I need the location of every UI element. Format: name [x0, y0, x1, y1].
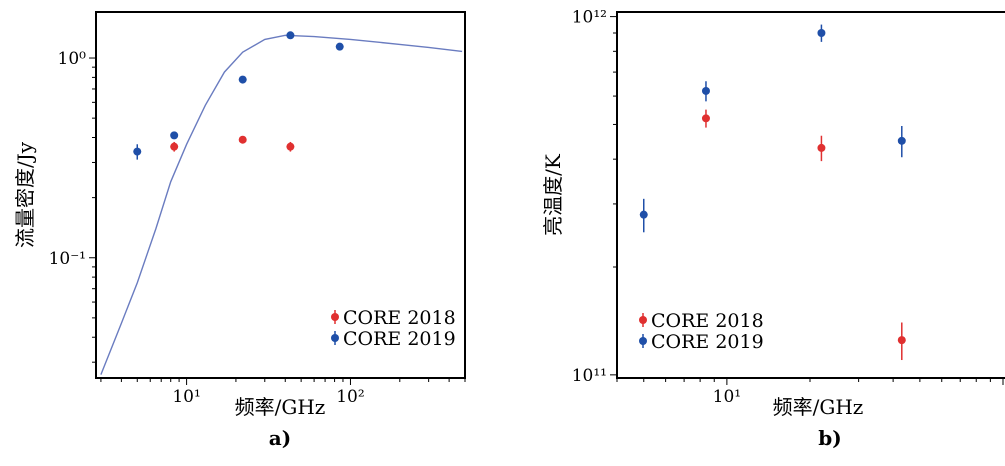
chart-b-data-point [639, 210, 648, 219]
y-tick-label: 10⁻¹ [49, 249, 86, 269]
chart-a-data-point [335, 42, 344, 51]
chart-a-panel-label: a) [269, 426, 291, 450]
y-tick-label: 10⁰ [58, 49, 87, 69]
x-tick-label: 10² [336, 387, 364, 407]
legend-label: CORE 2019 [343, 328, 456, 350]
chart-a: 10¹ 10² 10⁰ 10⁻¹ 频率/GHz 流量密度/Jy a) CORE 201… [13, 11, 466, 450]
chart-a-data-point [286, 142, 295, 151]
chart-b-marks [639, 24, 906, 361]
chart-a-data-point [238, 135, 247, 144]
chart-b-panel-label: b) [818, 426, 841, 450]
chart-a-data-point [133, 147, 142, 156]
chart-a-data-point [170, 142, 179, 151]
chart-a-data-point [286, 31, 295, 40]
chart-a-data-point [170, 131, 179, 140]
chart-b-ticks: 10¹ 10¹² 10¹¹ [572, 8, 1004, 407]
chart-b: 10¹ 10¹² 10¹¹ 频率/GHz 亮温度/K b) CORE 2018COR… [541, 8, 1005, 450]
chart-a-y-axis-label: 流量密度/Jy [13, 141, 37, 248]
legend-marker [331, 313, 339, 321]
chart-a-series-1 [170, 135, 295, 152]
chart-b-plot-frame [616, 11, 1005, 379]
x-tick-label: 10¹ [713, 387, 741, 407]
chart-b-data-point [817, 28, 826, 37]
chart-b-data-point [817, 143, 826, 152]
chart-b-series-2 [639, 24, 906, 233]
legend-label: CORE 2018 [343, 307, 456, 329]
legend-marker [331, 334, 339, 342]
chart-a-x-axis-label: 频率/GHz [235, 395, 326, 419]
chart-b-y-axis-label: 亮温度/K [541, 153, 565, 236]
chart-a-data-point [238, 75, 247, 84]
chart-a-ticks: 10¹ 10² 10⁰ 10⁻¹ [49, 49, 466, 407]
chart-b-data-point [701, 86, 710, 95]
chart-a-series-2 [133, 31, 344, 160]
chart-b-data-point [897, 136, 906, 145]
chart-a-marks [100, 31, 463, 375]
chart-b-data-point [897, 336, 906, 345]
chart-b-x-axis-label: 频率/GHz [773, 395, 864, 419]
chart-a-plot-frame [95, 11, 466, 379]
legend-label: CORE 2019 [651, 331, 764, 353]
y-tick-label: 10¹¹ [572, 366, 607, 386]
legend-marker [639, 337, 647, 345]
legend-label: CORE 2018 [651, 310, 764, 332]
chart-b-series-1 [701, 109, 906, 361]
legend-marker [639, 316, 647, 324]
chart-b-data-point [701, 114, 710, 123]
chart-a-fit-curve [100, 34, 463, 375]
x-tick-label: 10¹ [172, 387, 200, 407]
y-tick-label: 10¹² [572, 8, 607, 28]
